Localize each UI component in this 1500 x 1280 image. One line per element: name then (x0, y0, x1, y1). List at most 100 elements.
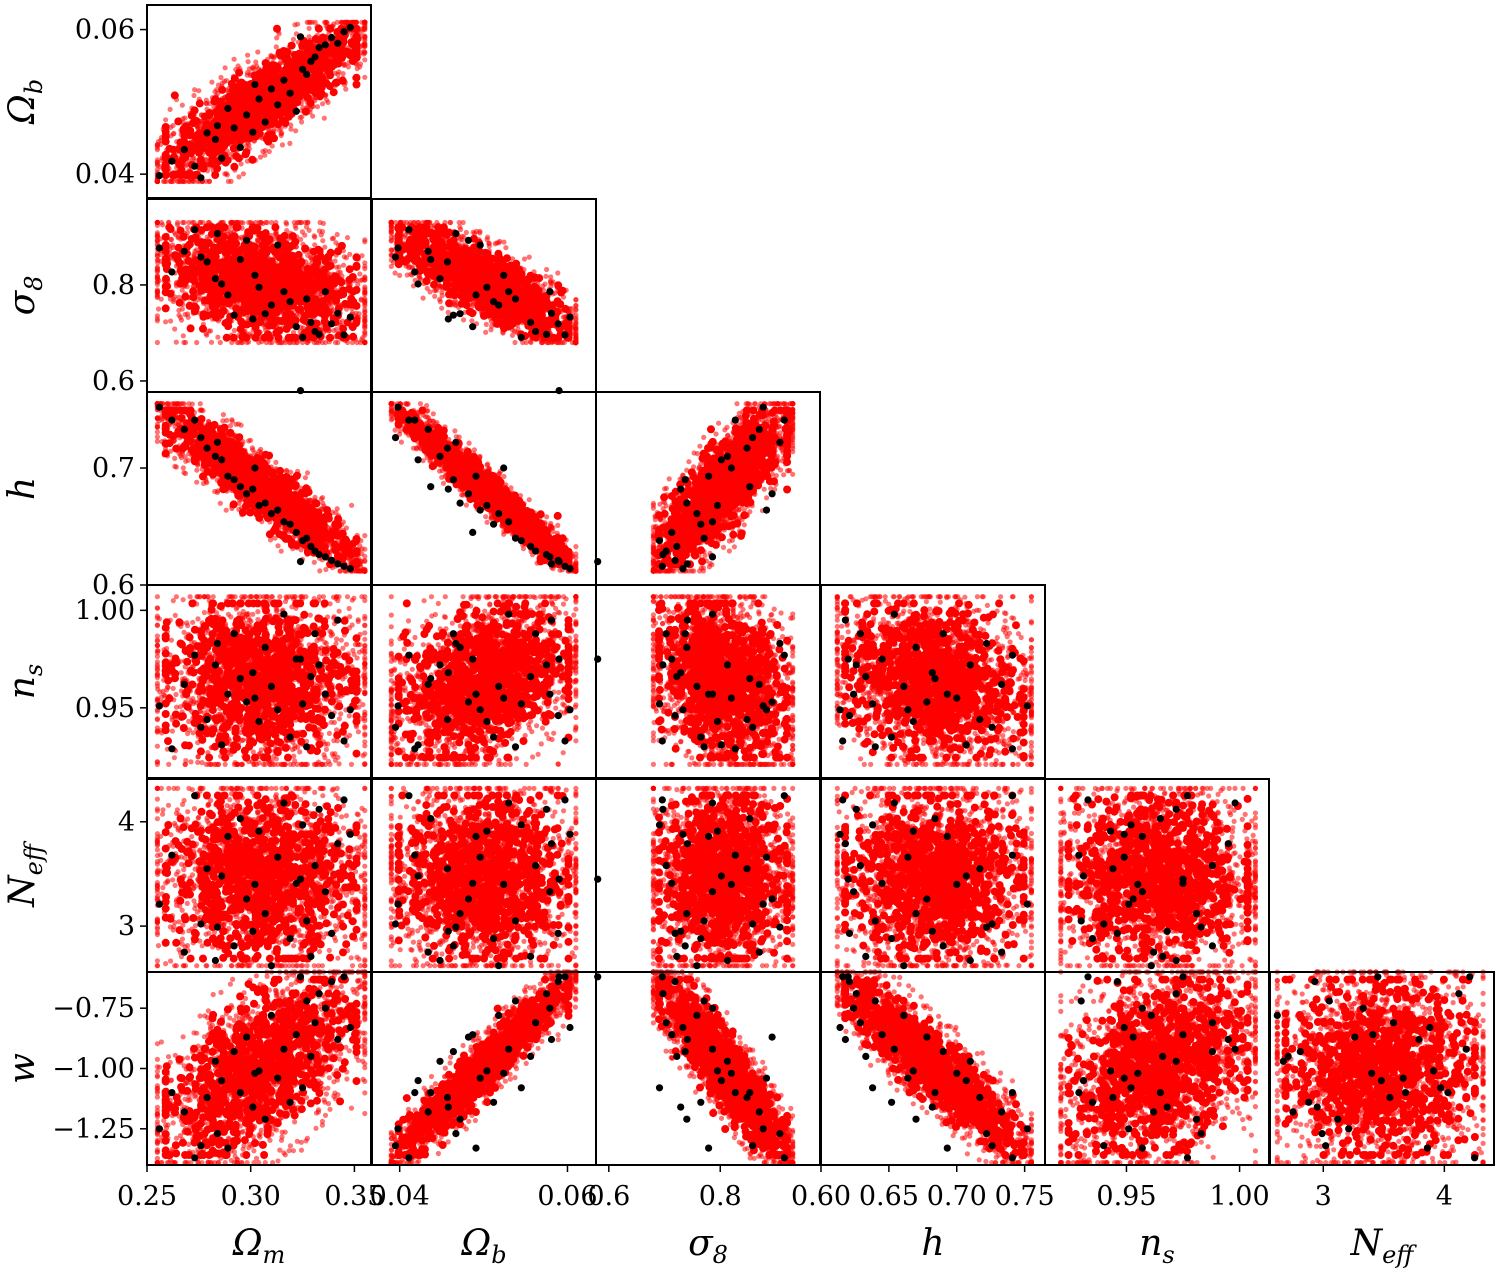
prior-sample-point (172, 326, 177, 331)
prior-sample-point (326, 71, 334, 79)
prior-sample-point (276, 51, 284, 59)
training-point (311, 53, 318, 60)
prior-sample-point (293, 95, 301, 103)
prior-sample-point (315, 25, 323, 33)
training-point (156, 172, 163, 179)
training-point (334, 40, 341, 47)
prior-sample-point (362, 36, 367, 41)
prior-sample-point (280, 142, 285, 147)
prior-sample-point (163, 117, 168, 122)
prior-sample-point (287, 69, 295, 77)
prior-sample-point (215, 335, 220, 340)
prior-sample-point (288, 127, 293, 132)
prior-sample-point (333, 53, 341, 61)
prior-sample-point (203, 138, 211, 146)
prior-sample-point (182, 122, 190, 130)
training-point (243, 111, 250, 118)
prior-sample-point (162, 123, 170, 131)
training-point (168, 158, 175, 165)
prior-sample-point (236, 63, 241, 68)
prior-sample-point (342, 20, 347, 25)
prior-sample-point (315, 104, 320, 109)
training-point (280, 77, 287, 84)
prior-sample-point (155, 157, 160, 162)
prior-sample-point (162, 179, 167, 184)
prior-sample-point (320, 101, 325, 106)
prior-sample-point (322, 116, 327, 121)
training-point (268, 85, 275, 92)
prior-sample-point (170, 170, 178, 178)
prior-sample-point (195, 149, 203, 157)
prior-sample-point (223, 65, 228, 70)
prior-sample-point (293, 128, 298, 133)
prior-sample-point (287, 141, 292, 146)
prior-sample-point (234, 96, 242, 104)
training-point (197, 174, 204, 181)
prior-sample-point (259, 84, 267, 92)
prior-sample-point (302, 108, 310, 116)
prior-sample-point (186, 179, 191, 184)
prior-sample-point (191, 93, 196, 98)
training-point (237, 144, 244, 151)
prior-sample-point (174, 117, 182, 125)
prior-sample-point (324, 59, 332, 67)
prior-sample-point (204, 101, 209, 106)
training-point (212, 136, 219, 143)
prior-sample-point (177, 138, 185, 146)
prior-sample-point (312, 35, 320, 43)
prior-sample-point (326, 82, 334, 90)
prior-sample-point (192, 117, 200, 125)
training-point (214, 122, 221, 129)
prior-sample-point (230, 163, 238, 171)
prior-sample-point (323, 20, 328, 25)
prior-sample-point (353, 53, 361, 61)
prior-sample-point (307, 26, 312, 31)
prior-sample-point (235, 114, 243, 122)
prior-sample-point (191, 106, 199, 114)
prior-sample-point (218, 86, 226, 94)
prior-sample-point (178, 166, 186, 174)
prior-sample-point (162, 162, 170, 170)
prior-sample-point (218, 140, 226, 148)
prior-sample-point (255, 49, 260, 54)
prior-sample-point (181, 333, 186, 338)
prior-sample-point (344, 48, 352, 56)
training-point (274, 101, 281, 108)
prior-sample-point (362, 57, 367, 62)
prior-sample-point (196, 99, 204, 107)
prior-sample-point (288, 42, 296, 50)
prior-sample-point (218, 75, 223, 80)
prior-sample-point (281, 119, 289, 127)
training-point (303, 71, 310, 78)
prior-sample-point (333, 28, 341, 36)
prior-sample-point (168, 107, 173, 112)
prior-sample-point (229, 179, 234, 184)
training-point (262, 119, 269, 126)
prior-sample-point (192, 132, 200, 140)
prior-sample-point (265, 67, 273, 75)
prior-sample-point (274, 44, 279, 49)
prior-sample-point (242, 148, 250, 156)
prior-sample-point (232, 57, 237, 62)
prior-sample-point (299, 119, 304, 124)
prior-sample-point (355, 66, 360, 71)
training-point (340, 28, 347, 35)
training-point (347, 24, 354, 31)
prior-sample-point (216, 104, 224, 112)
prior-sample-point (192, 87, 197, 92)
prior-sample-point (353, 43, 361, 51)
prior-sample-point (326, 100, 331, 105)
prior-sample-point (298, 42, 306, 50)
training-point (181, 146, 188, 153)
training-point (204, 129, 211, 136)
prior-sample-point (336, 69, 341, 74)
prior-sample-point (308, 65, 316, 73)
training-point (224, 105, 231, 112)
prior-sample-point (246, 59, 251, 64)
prior-sample-point (235, 154, 243, 162)
prior-sample-point (362, 75, 367, 80)
prior-sample-point (361, 49, 366, 54)
prior-sample-point (307, 34, 312, 39)
prior-sample-point (299, 114, 304, 119)
